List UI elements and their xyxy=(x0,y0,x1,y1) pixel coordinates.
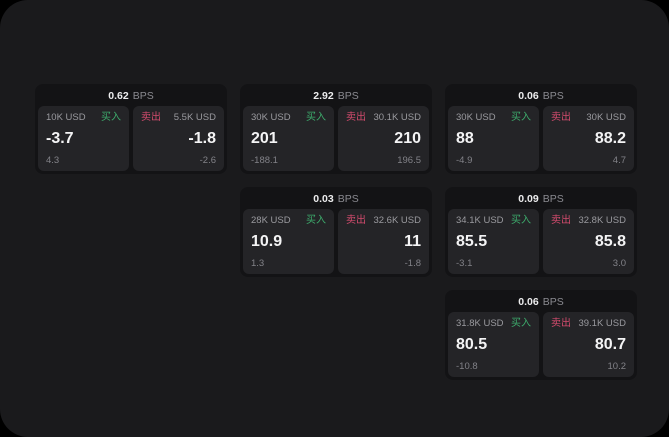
sell-change: 196.5 xyxy=(397,154,421,166)
sell-side-label: 卖出 xyxy=(551,215,571,226)
sell-panel[interactable]: 卖出 39.1K USD 80.7 10.2 xyxy=(543,312,634,377)
sell-amount: 39.1K USD xyxy=(578,318,626,330)
sell-price: 11 xyxy=(404,233,421,251)
bps-header: 0.09 BPS xyxy=(445,187,637,209)
sell-price: 210 xyxy=(394,130,421,148)
buy-side-label: 买入 xyxy=(511,215,531,226)
bps-value: 2.92 xyxy=(313,89,334,102)
buy-panel[interactable]: 30K USD 买入 201 -188.1 xyxy=(243,106,334,171)
bps-unit: BPS xyxy=(542,89,564,102)
buy-side-label: 买入 xyxy=(511,318,531,329)
buy-amount: 31.8K USD xyxy=(456,318,504,330)
quotes-grid: 0.62 BPS 10K USD 买入 -3.7 4.3 卖出 5.5K USD xyxy=(35,84,637,380)
sell-change: 10.2 xyxy=(607,360,627,372)
buy-panel[interactable]: 28K USD 买入 10.9 1.3 xyxy=(243,209,334,274)
bps-unit: BPS xyxy=(542,295,564,308)
buy-price: 80.5 xyxy=(456,336,488,354)
sell-amount: 5.5K USD xyxy=(173,112,216,124)
quote-card-3: 0.06 BPS 30K USD 买入 88 -4.9 卖出 30K USD xyxy=(445,84,637,174)
buy-price: -3.7 xyxy=(46,130,74,148)
bps-header: 2.92 BPS xyxy=(240,84,432,106)
quote-card-4: 0.03 BPS 28K USD 买入 10.9 1.3 卖出 32.6K US… xyxy=(240,187,432,277)
bps-unit: BPS xyxy=(337,192,359,205)
buy-price: 85.5 xyxy=(456,233,488,251)
buy-side-label: 买入 xyxy=(511,112,531,123)
bps-header: 0.06 BPS xyxy=(445,84,637,106)
sell-price: -1.8 xyxy=(188,130,216,148)
buy-amount: 30K USD xyxy=(251,112,291,124)
quote-card-5: 0.09 BPS 34.1K USD 买入 85.5 -3.1 卖出 32.8K… xyxy=(445,187,637,277)
buy-change: 4.3 xyxy=(46,154,60,166)
buy-panel[interactable]: 34.1K USD 买入 85.5 -3.1 xyxy=(448,209,539,274)
sell-side-label: 卖出 xyxy=(346,215,366,226)
sell-side-label: 卖出 xyxy=(346,112,366,123)
buy-side-label: 买入 xyxy=(306,215,326,226)
buy-change: -4.9 xyxy=(456,154,473,166)
sell-change: 4.7 xyxy=(612,154,626,166)
sell-price: 80.7 xyxy=(594,336,626,354)
buy-change: -188.1 xyxy=(251,154,278,166)
sell-side-label: 卖出 xyxy=(551,112,571,123)
buy-panel[interactable]: 31.8K USD 买入 80.5 -10.8 xyxy=(448,312,539,377)
buy-panel[interactable]: 10K USD 买入 -3.7 4.3 xyxy=(38,106,129,171)
buy-change: -3.1 xyxy=(456,257,473,269)
buy-amount: 28K USD xyxy=(251,215,291,227)
buy-change: -10.8 xyxy=(456,360,478,372)
sell-change: -2.6 xyxy=(199,154,216,166)
quote-card-1: 0.62 BPS 10K USD 买入 -3.7 4.3 卖出 5.5K USD xyxy=(35,84,227,174)
bps-header: 0.62 BPS xyxy=(35,84,227,106)
buy-change: 1.3 xyxy=(251,257,265,269)
sell-panel[interactable]: 卖出 5.5K USD -1.8 -2.6 xyxy=(133,106,224,171)
quote-card-6: 0.06 BPS 31.8K USD 买入 80.5 -10.8 卖出 39.1… xyxy=(445,290,637,380)
sell-amount: 30.1K USD xyxy=(373,112,421,124)
sell-panel[interactable]: 卖出 30.1K USD 210 196.5 xyxy=(338,106,429,171)
sell-side-label: 卖出 xyxy=(551,318,571,329)
sell-change: -1.8 xyxy=(404,257,421,269)
quote-card-2: 2.92 BPS 30K USD 买入 201 -188.1 卖出 30.1K … xyxy=(240,84,432,174)
bps-value: 0.09 xyxy=(518,192,539,205)
sell-amount: 32.6K USD xyxy=(373,215,421,227)
sell-side-label: 卖出 xyxy=(141,112,161,123)
bps-unit: BPS xyxy=(337,89,359,102)
sell-amount: 30K USD xyxy=(586,112,626,124)
bps-value: 0.03 xyxy=(313,192,334,205)
buy-side-label: 买入 xyxy=(306,112,326,123)
sell-change: 3.0 xyxy=(612,257,626,269)
bps-value: 0.62 xyxy=(108,89,129,102)
bps-unit: BPS xyxy=(542,192,564,205)
sell-panel[interactable]: 卖出 30K USD 88.2 4.7 xyxy=(543,106,634,171)
buy-side-label: 买入 xyxy=(101,112,121,123)
bps-header: 0.06 BPS xyxy=(445,290,637,312)
buy-price: 88 xyxy=(456,130,474,148)
bps-value: 0.06 xyxy=(518,295,539,308)
sell-price: 85.8 xyxy=(594,233,626,251)
sell-panel[interactable]: 卖出 32.8K USD 85.8 3.0 xyxy=(543,209,634,274)
buy-price: 10.9 xyxy=(251,233,283,251)
buy-amount: 34.1K USD xyxy=(456,215,504,227)
buy-price: 201 xyxy=(251,130,278,148)
buy-amount: 30K USD xyxy=(456,112,496,124)
bps-unit: BPS xyxy=(132,89,154,102)
bps-value: 0.06 xyxy=(518,89,539,102)
buy-amount: 10K USD xyxy=(46,112,86,124)
sell-price: 88.2 xyxy=(594,130,626,148)
sell-amount: 32.8K USD xyxy=(578,215,626,227)
sell-panel[interactable]: 卖出 32.6K USD 11 -1.8 xyxy=(338,209,429,274)
bps-header: 0.03 BPS xyxy=(240,187,432,209)
buy-panel[interactable]: 30K USD 买入 88 -4.9 xyxy=(448,106,539,171)
